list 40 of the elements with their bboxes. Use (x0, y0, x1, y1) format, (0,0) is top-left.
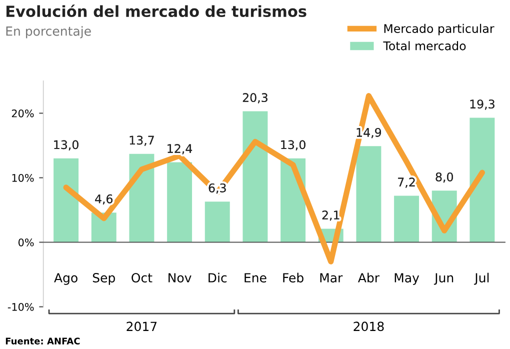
data-label: 19,3 (470, 100, 494, 110)
bar (129, 154, 154, 242)
text: 2018 (354, 322, 384, 332)
text: 2017 (126, 322, 157, 332)
x-tick-label: Ago (54, 273, 78, 285)
y-tick-label: -10% (8, 302, 34, 311)
bar (204, 202, 230, 242)
x-tick-label: Feb (283, 272, 304, 282)
bar (356, 146, 382, 242)
x-tick-label: Mar (320, 273, 343, 282)
x-tick-label: May (394, 273, 420, 285)
x-tick-label: Nov (168, 273, 192, 282)
chart-subtitle: En porcentaje (6, 26, 91, 38)
x-tick-label: Jul (474, 272, 489, 285)
data-label: 12,4 (168, 144, 192, 154)
data-label: 8,0 (436, 172, 453, 183)
x-tick-label: Jun (434, 273, 454, 285)
source-note: Fuente: ANFAC (6, 338, 80, 344)
bar (242, 111, 268, 242)
y-tick-label: 0% (18, 238, 34, 246)
x-tick-label: Ene (244, 273, 266, 282)
data-label: 13,0 (54, 140, 78, 150)
chart-title: Evolución del mercado de turismos (6, 4, 306, 18)
data-label: 7,2 (398, 178, 415, 188)
data-label: 13,7 (130, 136, 154, 146)
data-label: 4,6 (95, 194, 113, 205)
x-tick-label: Sep (92, 273, 115, 285)
bar (470, 118, 495, 242)
data-label: 13,0 (281, 140, 306, 150)
x-tick-label: Abr (358, 272, 380, 282)
x-tick-label: Dic (208, 272, 227, 282)
legend-label: Mercado particular (384, 24, 494, 36)
y-tick-label: 10% (12, 174, 34, 182)
bar (394, 196, 420, 242)
legend-label: Total mercado (383, 41, 466, 50)
bar (167, 162, 192, 242)
data-label: 20,3 (242, 93, 268, 104)
x-tick-label: Oct (132, 273, 152, 282)
bar (54, 158, 79, 242)
y-tick-label: 20% (12, 109, 34, 118)
